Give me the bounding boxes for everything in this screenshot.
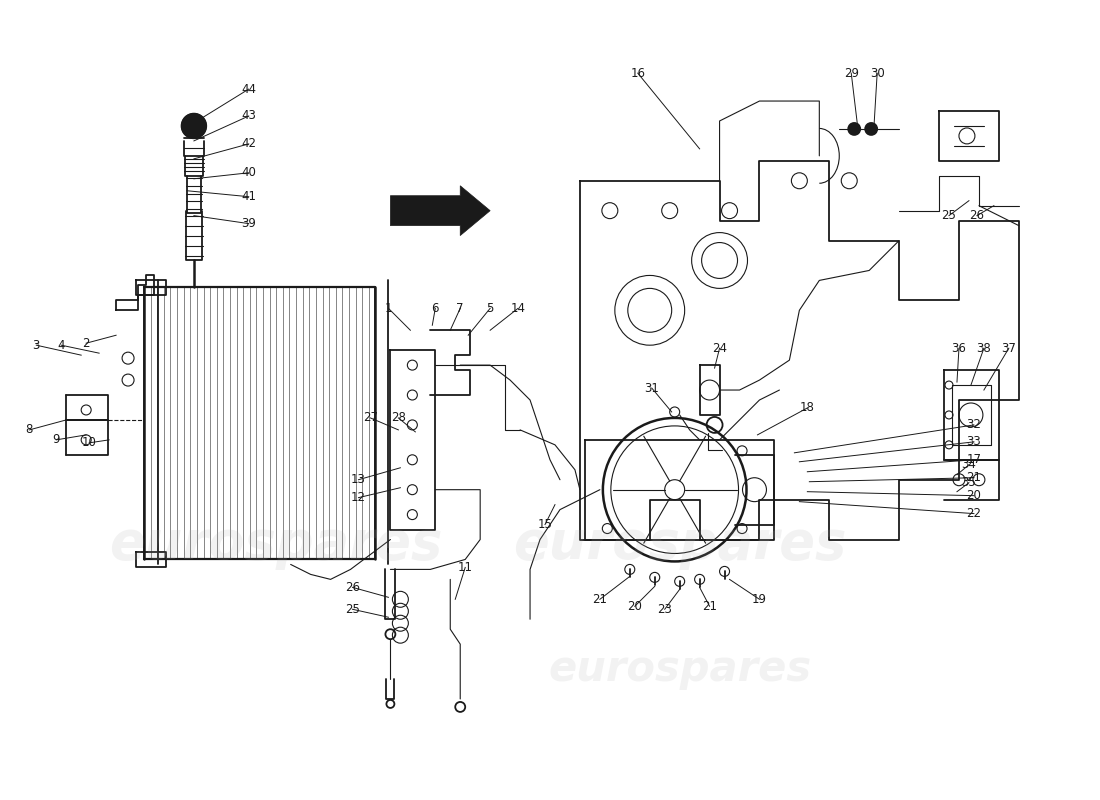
- Text: 8: 8: [25, 423, 33, 436]
- Text: 42: 42: [241, 138, 256, 150]
- Text: 18: 18: [800, 402, 815, 414]
- Text: 7: 7: [456, 302, 464, 315]
- Text: 1: 1: [385, 302, 393, 315]
- Text: 33: 33: [967, 435, 981, 448]
- Text: 44: 44: [241, 82, 256, 95]
- Text: 21: 21: [702, 600, 717, 613]
- Text: 34: 34: [961, 458, 977, 471]
- Text: 36: 36: [952, 342, 967, 354]
- Text: eurospares: eurospares: [513, 518, 846, 570]
- Circle shape: [866, 123, 877, 135]
- Text: 9: 9: [53, 434, 60, 446]
- Text: 26: 26: [969, 209, 984, 222]
- Text: 26: 26: [345, 581, 360, 594]
- Text: 13: 13: [351, 474, 366, 486]
- Text: 41: 41: [241, 190, 256, 203]
- Text: 12: 12: [351, 491, 366, 504]
- Text: 22: 22: [967, 507, 981, 520]
- Text: 25: 25: [345, 602, 360, 616]
- Text: 10: 10: [81, 436, 97, 450]
- Text: 19: 19: [752, 593, 767, 606]
- Text: 15: 15: [538, 518, 552, 531]
- Text: 43: 43: [241, 110, 256, 122]
- Text: eurospares: eurospares: [109, 518, 442, 570]
- Text: 29: 29: [844, 66, 859, 80]
- Text: 40: 40: [241, 166, 256, 179]
- Text: 31: 31: [645, 382, 659, 394]
- Text: 5: 5: [486, 302, 494, 315]
- Text: 4: 4: [57, 338, 65, 352]
- Text: 2: 2: [82, 337, 90, 350]
- Text: 25: 25: [942, 209, 956, 222]
- Text: 20: 20: [967, 489, 981, 502]
- Text: 30: 30: [870, 66, 884, 80]
- Text: 27: 27: [363, 411, 378, 425]
- Text: eurospares: eurospares: [548, 648, 811, 690]
- Text: 16: 16: [630, 66, 646, 80]
- Circle shape: [182, 114, 206, 138]
- Text: 17: 17: [967, 454, 981, 466]
- Text: 32: 32: [967, 418, 981, 431]
- Text: 23: 23: [658, 602, 672, 616]
- Text: 21: 21: [967, 471, 981, 484]
- Text: 21: 21: [593, 593, 607, 606]
- Text: 24: 24: [712, 342, 727, 354]
- Text: 37: 37: [1001, 342, 1016, 354]
- Text: 3: 3: [33, 338, 40, 352]
- Text: 20: 20: [627, 600, 642, 613]
- Text: 35: 35: [961, 476, 977, 490]
- Circle shape: [848, 123, 860, 135]
- Polygon shape: [390, 186, 491, 235]
- Text: 28: 28: [390, 411, 406, 425]
- Text: 38: 38: [977, 342, 991, 354]
- Text: 14: 14: [510, 302, 526, 315]
- Text: 11: 11: [458, 561, 473, 574]
- Text: 6: 6: [431, 302, 439, 315]
- Text: 39: 39: [241, 217, 256, 230]
